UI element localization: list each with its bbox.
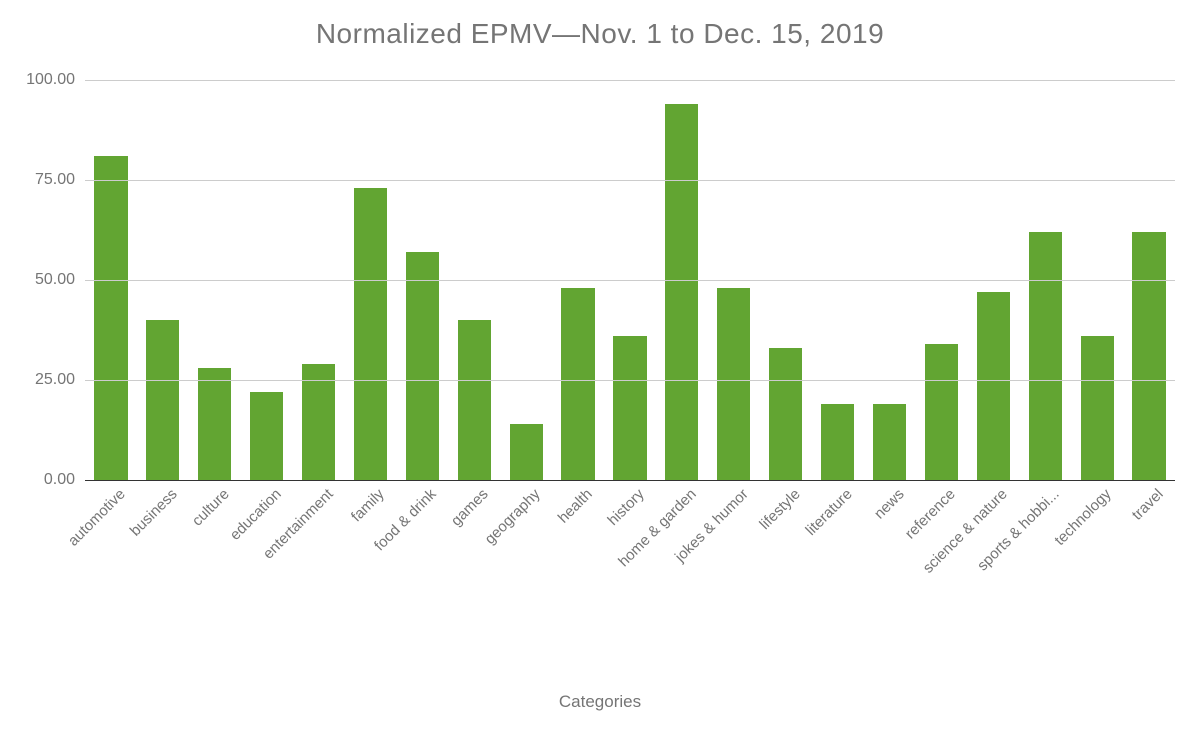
bar xyxy=(613,336,646,480)
ytick-label: 0.00 xyxy=(44,471,85,489)
plot-area: automotivebusinesscultureeducationentert… xyxy=(85,80,1175,480)
xtick-label: family xyxy=(343,480,388,525)
ytick-label: 75.00 xyxy=(35,171,85,189)
bar xyxy=(977,292,1010,480)
bar xyxy=(354,188,387,480)
xtick-label: news xyxy=(865,480,907,522)
bar xyxy=(302,364,335,480)
bar xyxy=(665,104,698,480)
bar xyxy=(821,404,854,480)
xtick-label: travel xyxy=(1123,480,1167,524)
bar xyxy=(198,368,231,480)
gridline xyxy=(85,280,1175,281)
bar xyxy=(1081,336,1114,480)
x-axis-baseline xyxy=(85,480,1175,481)
bar xyxy=(250,392,283,480)
gridline xyxy=(85,180,1175,181)
ytick-label: 25.00 xyxy=(35,371,85,389)
bar xyxy=(510,424,543,480)
epmv-bar-chart: Normalized EPMV—Nov. 1 to Dec. 15, 2019 … xyxy=(0,0,1200,742)
bar xyxy=(561,288,594,480)
gridline xyxy=(85,80,1175,81)
bar xyxy=(717,288,750,480)
bar xyxy=(1029,232,1062,480)
chart-title: Normalized EPMV—Nov. 1 to Dec. 15, 2019 xyxy=(0,18,1200,50)
xtick-label: automotive xyxy=(59,480,129,550)
bar xyxy=(769,348,802,480)
ytick-label: 100.00 xyxy=(26,71,85,89)
bar xyxy=(458,320,491,480)
xtick-label: health xyxy=(549,480,596,527)
xtick-label: geography xyxy=(476,480,544,548)
ytick-label: 50.00 xyxy=(35,271,85,289)
bar xyxy=(925,344,958,480)
xtick-label: literature xyxy=(796,480,855,539)
bar xyxy=(94,156,127,480)
xtick-label: lifestyle xyxy=(750,480,803,533)
xtick-label: business xyxy=(121,480,181,540)
gridline xyxy=(85,380,1175,381)
bar xyxy=(146,320,179,480)
bar xyxy=(873,404,906,480)
bar xyxy=(406,252,439,480)
bar xyxy=(1132,232,1165,480)
x-axis-title: Categories xyxy=(0,692,1200,712)
